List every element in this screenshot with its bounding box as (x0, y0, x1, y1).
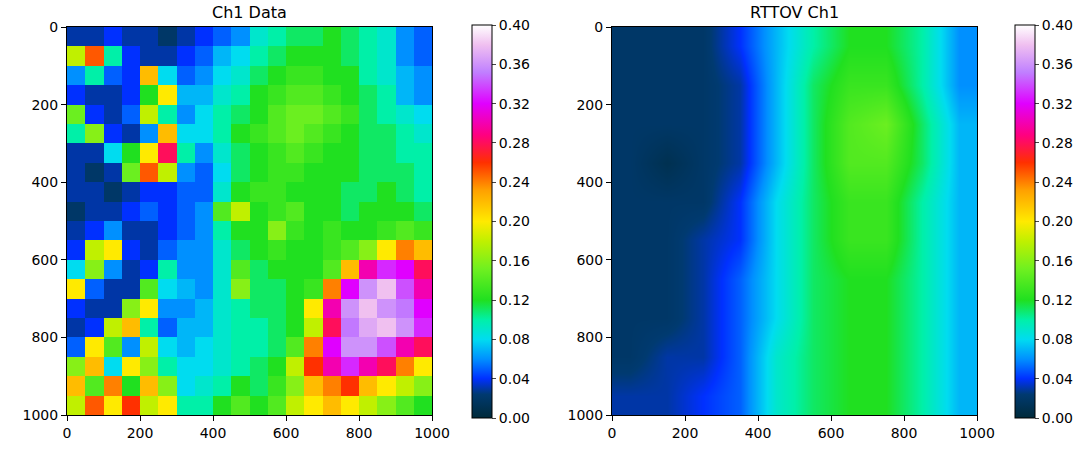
svg-text:1000: 1000 (959, 425, 995, 441)
svg-text:400: 400 (200, 425, 227, 441)
svg-text:0.12: 0.12 (1042, 292, 1073, 308)
svg-text:0.16: 0.16 (1042, 253, 1073, 269)
svg-text:0: 0 (63, 425, 72, 441)
svg-text:600: 600 (273, 425, 300, 441)
svg-text:0.28: 0.28 (1042, 135, 1073, 151)
svg-text:600: 600 (818, 425, 845, 441)
svg-text:0.08: 0.08 (1042, 331, 1073, 347)
svg-text:0.32: 0.32 (499, 96, 530, 112)
svg-text:RTTOV Ch1: RTTOV Ch1 (750, 3, 839, 22)
svg-text:800: 800 (891, 425, 918, 441)
svg-text:600: 600 (31, 252, 58, 268)
svg-text:0.24: 0.24 (1042, 174, 1073, 190)
svg-text:0.28: 0.28 (499, 135, 530, 151)
svg-text:0.20: 0.20 (499, 213, 530, 229)
svg-text:0: 0 (608, 425, 617, 441)
svg-text:0.40: 0.40 (1042, 17, 1073, 33)
svg-text:200: 200 (672, 425, 699, 441)
svg-text:0: 0 (49, 19, 58, 35)
svg-text:0: 0 (594, 19, 603, 35)
svg-text:Ch1 Data: Ch1 Data (212, 3, 287, 22)
svg-text:400: 400 (576, 174, 603, 190)
svg-text:0.36: 0.36 (1042, 56, 1073, 72)
svg-text:0.24: 0.24 (499, 174, 530, 190)
svg-text:800: 800 (31, 329, 58, 345)
svg-text:400: 400 (745, 425, 772, 441)
svg-text:0.16: 0.16 (499, 253, 530, 269)
svg-text:600: 600 (576, 252, 603, 268)
svg-text:1000: 1000 (414, 425, 450, 441)
svg-text:400: 400 (31, 174, 58, 190)
svg-text:0.12: 0.12 (499, 292, 530, 308)
svg-text:0.00: 0.00 (499, 410, 530, 426)
svg-text:200: 200 (127, 425, 154, 441)
svg-text:0.32: 0.32 (1042, 96, 1073, 112)
svg-text:1000: 1000 (568, 407, 604, 423)
svg-text:200: 200 (31, 97, 58, 113)
svg-text:0.00: 0.00 (1042, 410, 1073, 426)
svg-text:800: 800 (576, 329, 603, 345)
svg-text:0.40: 0.40 (499, 17, 530, 33)
svg-text:200: 200 (576, 97, 603, 113)
svg-text:0.08: 0.08 (499, 331, 530, 347)
svg-text:0.04: 0.04 (499, 371, 530, 387)
svg-text:0.36: 0.36 (499, 56, 530, 72)
svg-text:800: 800 (346, 425, 373, 441)
svg-text:1000: 1000 (23, 407, 59, 423)
svg-text:0.04: 0.04 (1042, 371, 1073, 387)
svg-text:0.20: 0.20 (1042, 213, 1073, 229)
